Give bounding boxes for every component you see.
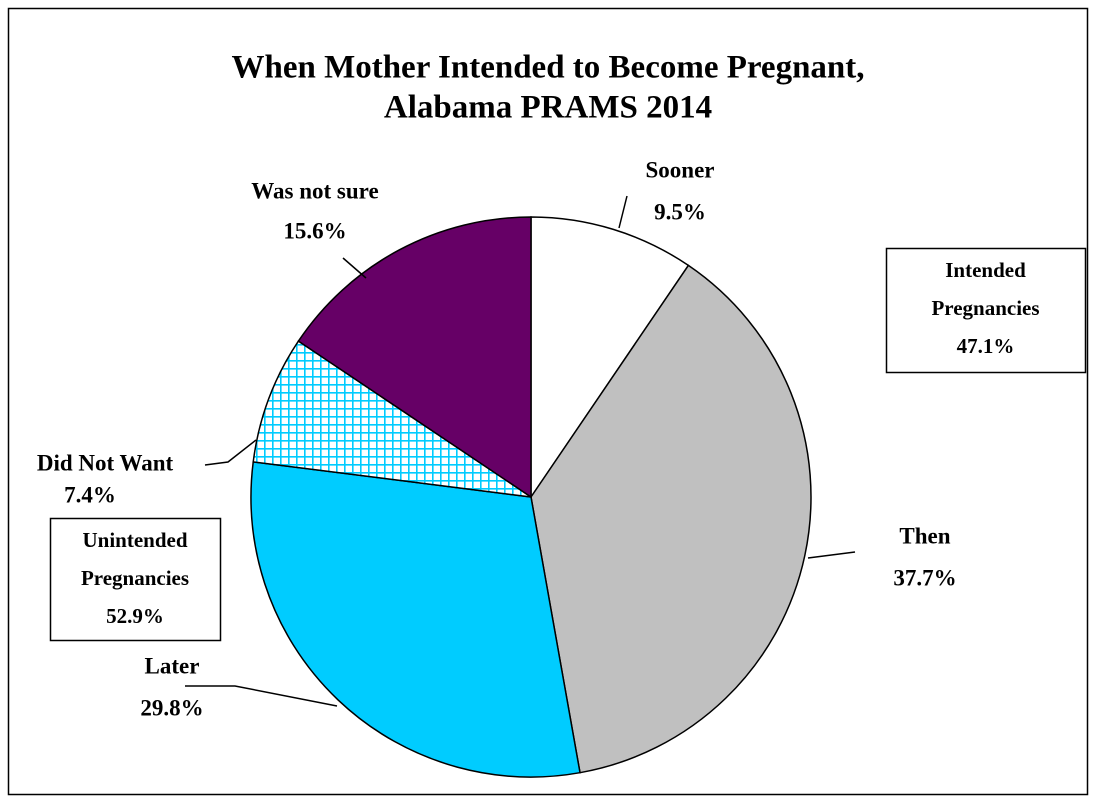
- slice-value-label: 37.7%: [893, 565, 956, 590]
- slice-label: Later: [145, 653, 200, 678]
- chart-title: Alabama PRAMS 2014: [384, 90, 712, 126]
- annotation-text: Intended: [945, 258, 1026, 282]
- pie-slice: [252, 340, 532, 498]
- pie-slice: [530, 264, 812, 774]
- annotation-box: [49, 517, 222, 642]
- annotation-text: 52.9%: [106, 604, 164, 628]
- leader-line: [807, 551, 856, 559]
- slice-label: Then: [899, 523, 950, 548]
- pie-slice: [530, 216, 690, 500]
- slice-label: Was not sure: [251, 178, 378, 203]
- annotation-text: Pregnancies: [931, 296, 1039, 320]
- slice-value-label: 9.5%: [654, 199, 706, 224]
- annotation-text: Pregnancies: [81, 566, 189, 590]
- leader-line: [618, 195, 628, 229]
- pie-slice: [250, 461, 581, 778]
- slice-label: Did Not Want: [37, 450, 174, 475]
- leader-line: [204, 439, 257, 466]
- chart-title: When Mother Intended to Become Pregnant,: [231, 50, 864, 86]
- leader-line: [342, 257, 367, 279]
- annotation-text: Unintended: [82, 528, 187, 552]
- annotation-text: 47.1%: [957, 334, 1015, 358]
- slice-label: Sooner: [646, 157, 715, 182]
- slice-value-label: 29.8%: [140, 695, 203, 720]
- annotation-box: [885, 247, 1087, 374]
- pie-slice: [297, 216, 532, 499]
- slice-value-label: 7.4%: [64, 482, 116, 507]
- slice-value-label: 15.6%: [283, 218, 346, 243]
- leader-line: [185, 685, 338, 707]
